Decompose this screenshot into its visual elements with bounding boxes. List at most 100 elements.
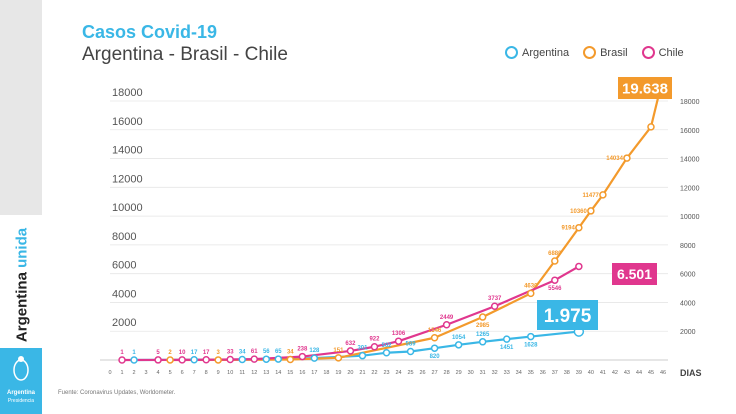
y-tick-label-right: 18000	[680, 99, 700, 106]
data-point	[623, 154, 631, 162]
x-tick-label: 27	[432, 370, 438, 376]
x-tick-label: 7	[193, 370, 196, 376]
data-point	[430, 334, 439, 342]
data-point	[442, 321, 451, 329]
x-tick-label: 6	[181, 370, 184, 376]
x-tick-label: 40	[588, 370, 594, 376]
x-tick-label: 4	[157, 370, 160, 376]
logo-line2: Presidencia	[7, 398, 35, 404]
y-tick-label-right: 2000	[680, 329, 696, 336]
y-tick-label-left: 6000	[112, 260, 136, 272]
data-label: 61	[251, 349, 258, 355]
sidebar-panel	[0, 0, 42, 215]
x-tick-label: 2	[133, 370, 136, 376]
x-tick-label: 46	[660, 370, 666, 376]
data-label: 301	[357, 346, 368, 352]
data-point	[454, 341, 463, 349]
legend-chile: Chile	[641, 46, 684, 59]
data-point	[587, 207, 595, 215]
legend-label: Argentina	[522, 46, 570, 59]
data-label: 10360	[570, 209, 587, 215]
data-point	[502, 335, 511, 343]
x-tick-label: 11	[239, 370, 245, 376]
data-label: 5	[156, 350, 160, 356]
x-tick-label: 24	[395, 370, 401, 376]
source-note: Fuente: Coronavirus Updates, Worldometer…	[58, 390, 176, 396]
x-tick-label: 28	[444, 370, 450, 376]
data-label: 1546	[428, 328, 442, 334]
data-point	[310, 354, 319, 362]
chart-subtitle: Argentina - Brasil - Chile	[82, 44, 288, 65]
x-tick-label: 13	[263, 370, 269, 376]
x-tick-label: 32	[492, 370, 498, 376]
y-tick-label-left: 2000	[112, 317, 136, 329]
data-label: 3	[217, 350, 221, 356]
y-tick-label-left: 18000	[112, 87, 143, 99]
data-label: 1	[132, 350, 136, 356]
chart-title: Casos Covid-19	[82, 22, 218, 42]
legend-brasil: Brasil	[583, 46, 628, 59]
data-label: 6880	[548, 251, 562, 257]
x-tick-label: 38	[564, 370, 570, 376]
data-point	[527, 332, 535, 341]
data-point	[382, 349, 391, 357]
data-point	[527, 289, 535, 298]
data-point	[551, 276, 559, 284]
x-tick-label: 10	[227, 370, 233, 376]
x-tick-label: 37	[552, 370, 558, 376]
data-point	[394, 337, 403, 345]
data-point	[274, 355, 283, 363]
data-point	[346, 347, 355, 355]
x-tick-label: 8	[205, 370, 208, 376]
x-tick-label: 29	[456, 370, 462, 376]
presidencia-logo: Argentina Presidencia	[0, 348, 42, 414]
data-point	[154, 356, 162, 364]
data-label: 1054	[452, 335, 466, 341]
x-tick-label: 12	[251, 370, 257, 376]
data-point	[238, 355, 246, 364]
data-label: 922	[369, 337, 380, 343]
data-point	[190, 356, 198, 364]
x-tick-label: 30	[468, 370, 474, 376]
data-label: 1306	[392, 331, 406, 337]
data-point	[286, 355, 295, 364]
data-label: 5546	[548, 286, 562, 292]
x-tick-label: 36	[540, 370, 546, 376]
data-label: 34	[239, 350, 246, 356]
data-label: 10	[179, 350, 186, 356]
data-point	[575, 223, 583, 232]
data-point	[406, 347, 415, 356]
x-tick-label: 45	[648, 370, 654, 376]
data-point	[430, 344, 439, 352]
y-tick-label-right: 14000	[680, 157, 700, 164]
x-tick-label: 26	[420, 370, 426, 376]
x-tick-label: 34	[516, 370, 522, 376]
x-tick-label: 25	[407, 370, 413, 376]
data-point	[478, 313, 487, 321]
data-label: 9194	[561, 226, 575, 232]
data-label: 632	[345, 341, 356, 347]
data-label: 17	[203, 350, 210, 356]
data-point	[647, 123, 655, 131]
data-point	[370, 342, 379, 351]
data-point	[130, 356, 138, 364]
data-label: 3737	[488, 296, 502, 302]
series-line-chile	[122, 265, 580, 362]
callout-box-brasil	[618, 77, 672, 99]
x-tick-label: 9	[217, 370, 220, 376]
x-tick-label: 22	[371, 370, 377, 376]
y-tick-label-left: 8000	[112, 231, 136, 243]
data-label: 34	[287, 350, 294, 356]
y-tick-label-right: 4000	[680, 300, 696, 307]
data-point	[490, 302, 499, 310]
legend-label: Brasil	[600, 46, 628, 59]
data-label: 65	[275, 349, 282, 355]
data-point	[178, 356, 186, 364]
data-point	[214, 356, 222, 364]
x-tick-label: 14	[275, 370, 281, 376]
data-label: 2985	[476, 323, 490, 329]
data-label: 1265	[476, 332, 490, 338]
x-tick-label: 23	[383, 370, 389, 376]
y-tick-label-left: 16000	[112, 116, 143, 128]
